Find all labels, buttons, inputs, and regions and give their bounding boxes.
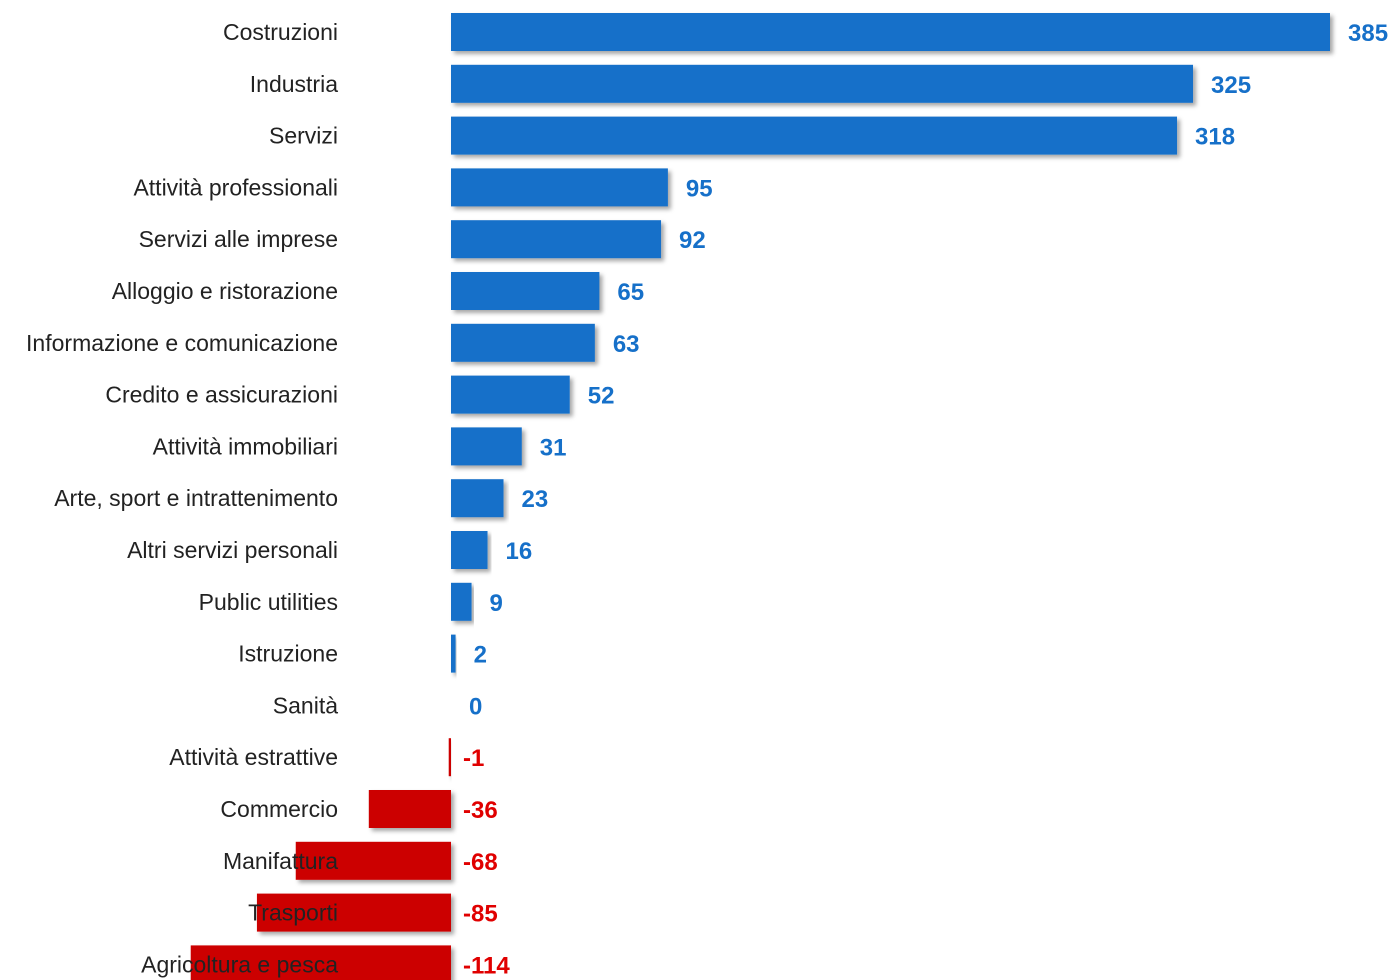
category-label-15: Commercio	[220, 796, 338, 822]
category-label-8: Attività immobiliari	[153, 433, 338, 459]
category-label-9: Arte, sport e intrattenimento	[54, 485, 338, 511]
category-label-12: Istruzione	[238, 641, 338, 667]
value-label-7: 52	[588, 383, 615, 410]
category-label-13: Sanità	[273, 692, 338, 718]
bar-9	[451, 479, 504, 518]
category-labels-group: Costruzioni Industria Servizi Attività prof…	[26, 19, 338, 977]
bar-2	[451, 116, 1178, 155]
bar-5	[451, 272, 600, 310]
value-label-5: 65	[617, 279, 644, 306]
value-label-18: -114	[463, 952, 510, 979]
bar-11	[451, 582, 472, 621]
value-label-10: 16	[506, 538, 533, 565]
category-label-2: Servizi	[269, 123, 338, 149]
value-label-6: 63	[613, 331, 640, 358]
value-label-16: -68	[463, 849, 498, 876]
bars-group	[190, 13, 1330, 980]
category-label-16: Manifattura	[223, 848, 338, 874]
bar-4	[451, 220, 662, 259]
bar-14	[448, 738, 451, 777]
value-label-8: 31	[540, 434, 567, 461]
bar-17	[256, 893, 451, 932]
value-label-2: 318	[1195, 124, 1235, 151]
bar-16	[295, 841, 451, 880]
category-label-3: Attività professionali	[133, 174, 338, 200]
value-label-17: -85	[463, 901, 498, 928]
category-label-0: Costruzioni	[223, 19, 338, 45]
bar-3	[451, 168, 668, 207]
category-label-17: Trasporti	[248, 900, 338, 926]
value-label-0: 385	[1348, 20, 1388, 47]
bar-12	[451, 634, 456, 673]
value-label-12: 2	[474, 642, 487, 669]
value-label-3: 95	[686, 175, 713, 202]
bar-0	[451, 13, 1330, 51]
category-label-1: Industria	[250, 71, 338, 97]
bar-15	[368, 790, 451, 828]
category-label-11: Public utilities	[199, 589, 338, 615]
category-label-10: Altri servizi personali	[127, 537, 338, 563]
bar-1	[451, 64, 1194, 103]
value-label-4: 92	[679, 227, 706, 254]
bar-18	[190, 945, 451, 980]
category-label-6: Informazione e comunicazione	[26, 330, 338, 356]
category-label-14: Attività estrattive	[169, 744, 338, 770]
bar-6	[451, 323, 595, 362]
category-label-5: Alloggio e ristorazione	[112, 278, 338, 304]
category-label-7: Credito e assicurazioni	[105, 382, 338, 408]
value-label-14: -1	[463, 745, 484, 772]
value-label-15: -36	[463, 797, 498, 824]
category-label-18: Agricoltura e pesca	[141, 951, 338, 977]
bar-8	[451, 427, 522, 466]
value-labels-group: 3853253189592656352312316920-1-36-68-85-…	[463, 20, 1388, 979]
value-label-11: 9	[490, 590, 503, 617]
category-label-4: Servizi alle imprese	[139, 226, 338, 252]
bar-7	[451, 375, 570, 414]
value-label-13: 0	[469, 693, 482, 720]
value-label-1: 325	[1211, 72, 1251, 99]
bar-10	[451, 531, 488, 569]
value-label-9: 23	[522, 486, 549, 513]
